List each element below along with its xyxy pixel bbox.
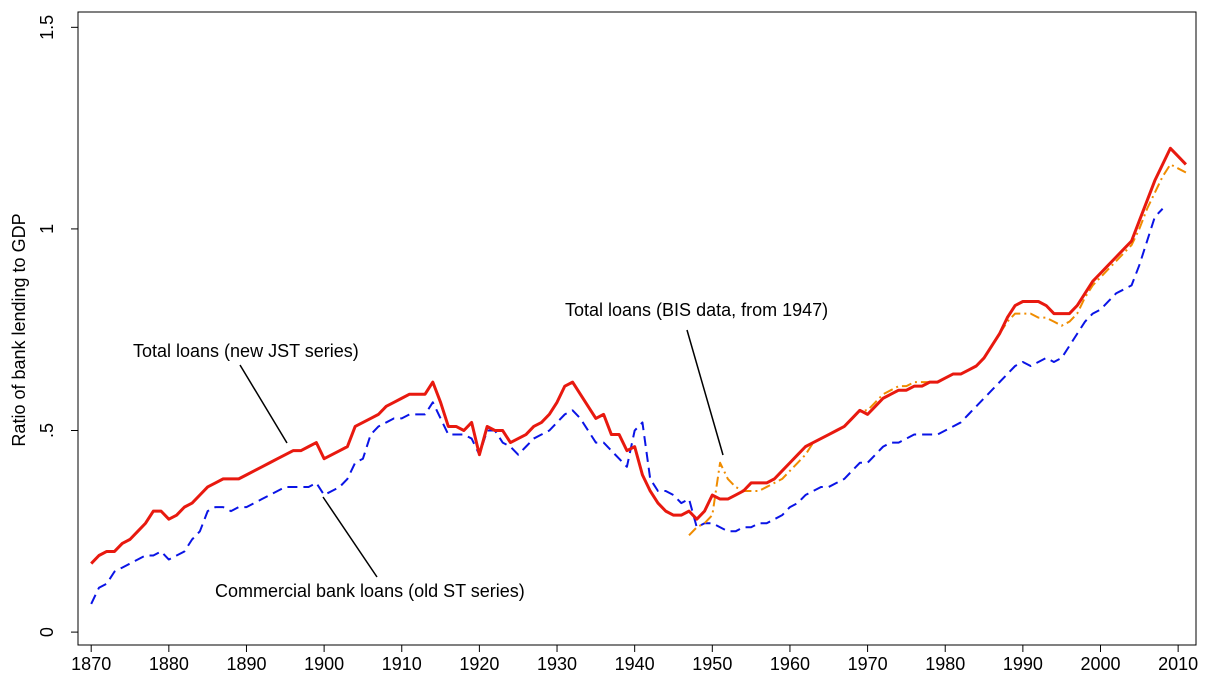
x-tick-label: 1890 [226,654,266,674]
annotation: Total loans (new JST series) [133,341,359,361]
annotation: Commercial bank loans (old ST series) [215,581,525,601]
x-tick-label: 2010 [1158,654,1198,674]
x-tick-label: 1930 [537,654,577,674]
x-tick-label: 1970 [848,654,888,674]
x-tick-label: 1940 [615,654,655,674]
y-tick-label: 0 [37,627,57,637]
annotation: Total loans (BIS data, from 1947) [565,300,828,320]
y-tick-label: .5 [37,423,57,438]
series-line [90,146,1187,565]
y-axis-label: Ratio of bank lending to GDP [9,213,29,446]
series-line [688,163,1187,537]
x-tick-label: 1900 [304,654,344,674]
leader-line [322,496,378,578]
x-tick-label: 1910 [382,654,422,674]
x-tick-label: 1950 [692,654,732,674]
x-tick-label: 1880 [149,654,189,674]
plot-frame [77,11,1197,646]
x-tick-label: 1870 [71,654,111,674]
leader-line [686,329,724,456]
series-line [90,208,1164,605]
x-tick-label: 1990 [1003,654,1043,674]
x-tick-label: 1920 [459,654,499,674]
leader-line [239,364,288,444]
x-tick-label: 2000 [1080,654,1120,674]
y-tick-label: 1 [37,224,57,234]
x-tick-label: 1980 [925,654,965,674]
y-tick-label: 1.5 [37,15,57,40]
x-tick-label: 1960 [770,654,810,674]
